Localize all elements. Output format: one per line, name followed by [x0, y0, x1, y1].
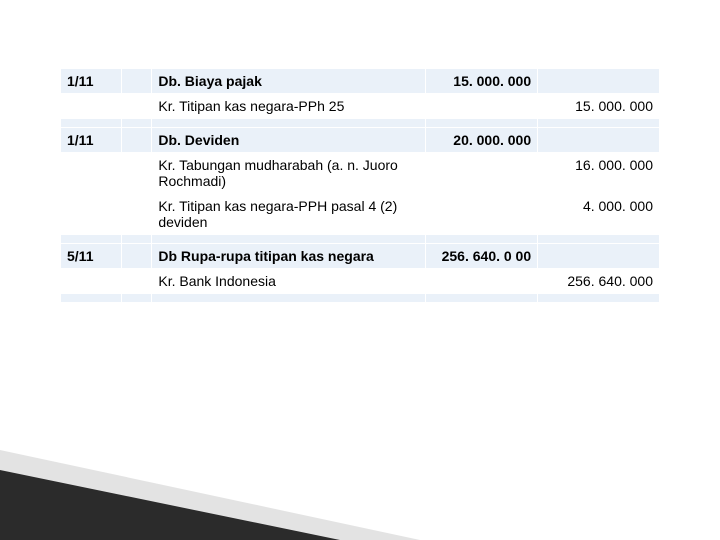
cell-credit: 16. 000. 000	[538, 153, 660, 194]
cell-indent	[121, 153, 151, 194]
cell-indent	[121, 235, 151, 244]
cell-indent	[121, 69, 151, 94]
journal-table-body: 1/11Db. Biaya pajak15. 000. 000Kr. Titip…	[61, 69, 660, 303]
cell-indent	[121, 128, 151, 153]
table-row	[61, 235, 660, 244]
cell-date	[61, 294, 122, 303]
cell-debit	[426, 153, 538, 194]
cell-credit: 256. 640. 000	[538, 269, 660, 294]
cell-date	[61, 119, 122, 128]
cell-date: 5/11	[61, 244, 122, 269]
cell-indent	[121, 94, 151, 119]
table-row: Kr. Titipan kas negara-PPH pasal 4 (2) d…	[61, 194, 660, 235]
cell-date: 1/11	[61, 69, 122, 94]
journal-table-container: 1/11Db. Biaya pajak15. 000. 000Kr. Titip…	[60, 68, 660, 303]
cell-description	[152, 235, 426, 244]
cell-indent	[121, 119, 151, 128]
cell-description	[152, 294, 426, 303]
cell-description: Kr. Bank Indonesia	[152, 269, 426, 294]
cell-description: Kr. Tabungan mudharabah (a. n. Juoro Roc…	[152, 153, 426, 194]
cell-debit: 256. 640. 0 00	[426, 244, 538, 269]
corner-triangle	[0, 470, 340, 540]
cell-credit: 4. 000. 000	[538, 194, 660, 235]
cell-debit: 20. 000. 000	[426, 128, 538, 153]
cell-indent	[121, 194, 151, 235]
cell-description: Kr. Titipan kas negara-PPh 25	[152, 94, 426, 119]
cell-debit	[426, 194, 538, 235]
cell-date	[61, 235, 122, 244]
cell-debit	[426, 269, 538, 294]
table-row	[61, 294, 660, 303]
table-row: 1/11 Db. Biaya pajak15. 000. 000	[61, 69, 660, 94]
cell-indent	[121, 269, 151, 294]
table-row: Kr. Tabungan mudharabah (a. n. Juoro Roc…	[61, 153, 660, 194]
cell-debit	[426, 94, 538, 119]
cell-credit	[538, 235, 660, 244]
cell-description: Db. Deviden	[152, 128, 426, 153]
cell-date	[61, 194, 122, 235]
cell-indent	[121, 294, 151, 303]
table-row: 5/11 Db Rupa-rupa titipan kas negara256. …	[61, 244, 660, 269]
cell-date	[61, 94, 122, 119]
cell-debit	[426, 294, 538, 303]
journal-table: 1/11Db. Biaya pajak15. 000. 000Kr. Titip…	[60, 68, 660, 303]
cell-credit	[538, 244, 660, 269]
table-row: Kr. Bank Indonesia 256. 640. 000	[61, 269, 660, 294]
cell-date	[61, 269, 122, 294]
cell-credit	[538, 128, 660, 153]
cell-description	[152, 119, 426, 128]
cell-credit	[538, 69, 660, 94]
cell-indent	[121, 244, 151, 269]
cell-debit: 15. 000. 000	[426, 69, 538, 94]
table-row	[61, 119, 660, 128]
cell-date: 1/11	[61, 128, 122, 153]
cell-credit: 15. 000. 000	[538, 94, 660, 119]
cell-debit	[426, 119, 538, 128]
cell-description: Kr. Titipan kas negara-PPH pasal 4 (2) d…	[152, 194, 426, 235]
cell-credit	[538, 294, 660, 303]
cell-description: Db Rupa-rupa titipan kas negara	[152, 244, 426, 269]
table-row: Kr. Titipan kas negara-PPh 25 15. 000. 00…	[61, 94, 660, 119]
cell-date	[61, 153, 122, 194]
cell-credit	[538, 119, 660, 128]
cell-description: Db. Biaya pajak	[152, 69, 426, 94]
cell-debit	[426, 235, 538, 244]
table-row: 1/11 Db. Deviden20. 000. 000	[61, 128, 660, 153]
